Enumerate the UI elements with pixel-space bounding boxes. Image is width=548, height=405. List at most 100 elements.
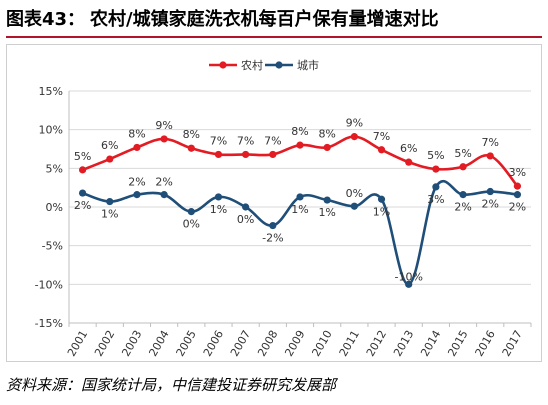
data-point [350, 133, 358, 141]
data-label: 2% [74, 199, 91, 212]
x-tick-label: 2004 [146, 328, 171, 359]
x-tick-label: 2012 [364, 328, 389, 359]
data-label: 3% [509, 166, 526, 179]
data-label: 0% [237, 213, 254, 226]
x-tick-label: 2007 [228, 328, 253, 359]
data-point [323, 196, 331, 204]
x-tick-label: 2006 [201, 328, 226, 359]
data-point [214, 150, 223, 159]
x-tick-label: 2017 [500, 328, 525, 359]
data-label: 3% [427, 193, 444, 206]
x-tick-label: 2015 [445, 328, 470, 359]
data-point [486, 152, 494, 160]
data-point [106, 197, 114, 206]
x-tick-label: 2014 [418, 328, 443, 359]
figure-title: 农村/城镇家庭洗衣机每百户保有量增速对比 [90, 9, 439, 30]
data-label: 7% [210, 134, 227, 147]
line-chart: 15%10%5%0%-5%-10%-15%2001 2002 2003 2004 200… [35, 58, 532, 359]
x-tick-label: 2009 [282, 328, 307, 359]
data-point [513, 191, 522, 199]
x-tick-label: 2002 [92, 328, 117, 359]
data-label: 7% [482, 136, 499, 149]
data-point [377, 146, 386, 154]
legend-label: 农村 [241, 58, 263, 72]
series-line-urban [82, 179, 518, 286]
figure-title-bar: 图表43： 农村/城镇家庭洗衣机每百户保有量增速对比 [6, 2, 542, 38]
data-label: 1% [210, 203, 227, 216]
data-point [133, 143, 141, 152]
data-label: 0% [183, 218, 200, 231]
data-point [269, 221, 277, 230]
x-tick-label: 2010 [310, 328, 335, 359]
data-point [432, 183, 440, 191]
y-tick-label: 15% [39, 85, 63, 98]
y-tick-label: 10% [39, 124, 63, 137]
data-point [160, 191, 168, 199]
data-point [350, 202, 358, 210]
data-label: 6% [400, 142, 417, 155]
data-label: 6% [101, 139, 118, 152]
y-tick-label: -5% [42, 240, 63, 253]
data-label: -10% [394, 270, 422, 283]
data-point [187, 144, 195, 152]
y-tick-label: -10% [35, 278, 63, 291]
legend-label: 城市 [297, 58, 319, 72]
x-tick-label: 2016 [473, 328, 498, 359]
data-label: 8% [318, 127, 335, 140]
data-point [377, 195, 386, 203]
data-point [486, 187, 494, 196]
data-point [432, 165, 440, 173]
data-point [242, 150, 250, 159]
data-label: 5% [427, 149, 444, 162]
data-label: 1% [101, 208, 118, 221]
data-point [242, 203, 250, 211]
y-tick-label: 5% [46, 162, 63, 175]
data-point [106, 155, 114, 163]
x-tick-label: 2005 [174, 328, 199, 359]
data-label: 7% [264, 134, 281, 147]
data-label: 2% [155, 176, 172, 189]
data-label: 8% [183, 128, 200, 141]
data-label: 7% [237, 134, 254, 147]
data-label: 8% [128, 127, 145, 140]
data-label: 9% [346, 117, 363, 130]
data-point [214, 193, 223, 201]
data-label: 2% [482, 198, 499, 211]
data-point [513, 182, 522, 190]
data-label: 5% [454, 147, 471, 160]
data-point [323, 143, 331, 152]
x-tick-label: 2008 [255, 328, 280, 359]
x-tick-label: 2003 [119, 328, 144, 359]
data-point [405, 158, 413, 166]
data-label: 0% [346, 187, 363, 200]
data-point [459, 163, 467, 171]
data-label: 1% [373, 205, 390, 218]
data-label: 9% [155, 119, 172, 132]
chart-container: 15% 10% 5% 0% -5% -10% -15% 2001 2002 2003 2004 200… [6, 44, 542, 362]
legend-swatch-marker [275, 61, 283, 69]
data-point [405, 280, 413, 288]
data-label: 1% [291, 203, 308, 216]
data-label: 5% [74, 150, 91, 163]
data-point [133, 191, 141, 199]
data-label: 1% [318, 206, 335, 219]
data-point [459, 191, 467, 199]
data-label: 2% [128, 176, 145, 189]
x-tick-label: 2011 [337, 328, 362, 359]
data-label: 8% [291, 125, 308, 138]
data-label: 2% [509, 201, 526, 214]
data-point [269, 150, 277, 159]
data-point [296, 141, 304, 149]
data-point [78, 189, 87, 197]
y-tick-label: 0% [46, 201, 63, 214]
data-point [78, 166, 87, 174]
y-tick-label: -15% [35, 317, 63, 330]
figure-source: 资料来源：国家统计局，中信建投证券研究发展部 [6, 376, 337, 394]
data-point [187, 208, 195, 216]
data-point [160, 135, 168, 143]
figure-number: 图表43： [6, 9, 86, 30]
data-point [296, 193, 304, 201]
x-tick-label: 2013 [391, 328, 416, 359]
x-tick-label: 2001 [65, 328, 90, 359]
data-label: 7% [373, 130, 390, 143]
